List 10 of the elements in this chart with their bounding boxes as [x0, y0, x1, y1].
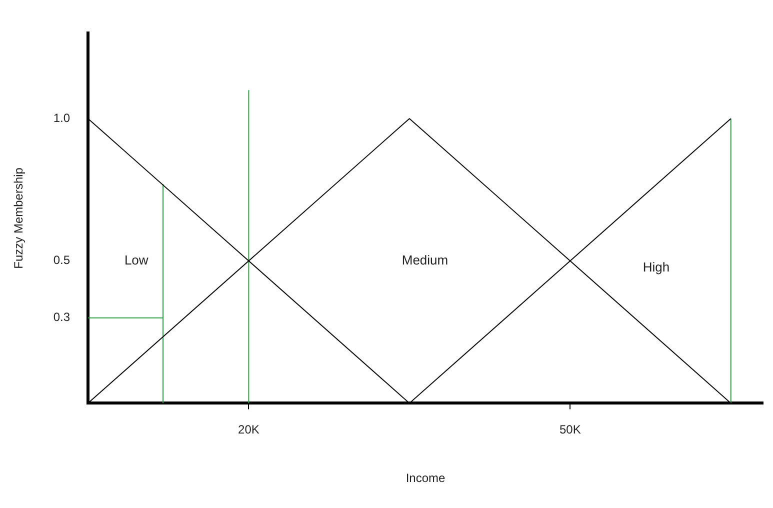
y-tick-label: 1.0 — [53, 110, 70, 125]
annotation: Low — [124, 252, 149, 268]
x-tick-label: 50K — [559, 422, 581, 437]
y-axis-title: Fuzzy Membership — [12, 167, 26, 269]
x-axis-title: Income — [406, 471, 446, 486]
y-tick-label: 0.5 — [53, 253, 70, 268]
y-tick-label: 0.3 — [53, 310, 70, 324]
annotation: Medium — [402, 252, 448, 268]
x-tick-label: 20K — [238, 422, 260, 437]
annotation: High — [642, 260, 670, 275]
